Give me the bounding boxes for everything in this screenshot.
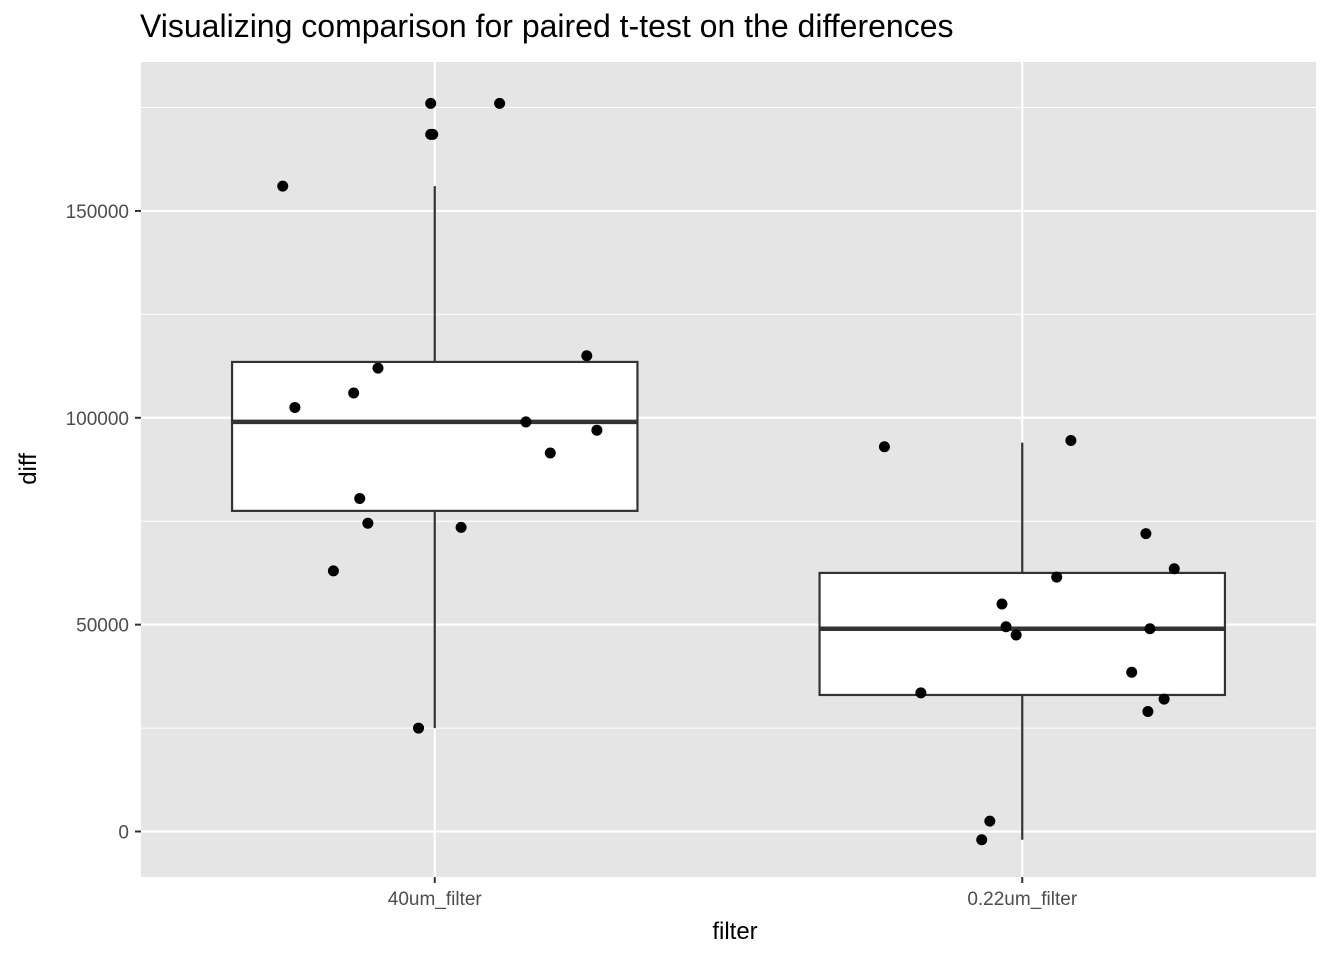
data-point — [425, 97, 437, 109]
data-point — [277, 180, 289, 192]
data-point — [1158, 693, 1170, 705]
data-point — [327, 565, 339, 577]
data-point — [1051, 571, 1063, 583]
data-point — [1000, 621, 1012, 633]
data-point — [984, 815, 996, 827]
data-point — [996, 598, 1008, 610]
data-point — [976, 834, 988, 846]
x-tick-label: 40um_filter — [388, 889, 483, 910]
data-point — [1142, 706, 1154, 718]
data-point — [413, 722, 425, 734]
data-point — [425, 128, 437, 140]
box-iqr — [230, 360, 639, 512]
data-point — [915, 687, 927, 699]
box-iqr — [818, 571, 1227, 697]
y-tick-label: 0 — [118, 822, 129, 843]
data-point — [1168, 563, 1180, 575]
data-point — [878, 441, 890, 453]
data-point — [455, 521, 467, 533]
data-point — [581, 350, 593, 362]
data-point — [1144, 623, 1156, 635]
data-point — [494, 97, 506, 109]
data-point — [1065, 435, 1077, 447]
y-tick-label: 50000 — [76, 616, 129, 637]
data-point — [1126, 666, 1138, 678]
x-axis-title: filter — [712, 918, 757, 945]
data-points — [277, 97, 1180, 846]
data-point — [354, 492, 366, 504]
boxes — [230, 186, 1227, 840]
data-point — [520, 416, 532, 428]
data-point — [1010, 629, 1022, 641]
data-point — [544, 447, 556, 459]
chart-title: Visualizing comparison for paired t-test… — [140, 8, 954, 44]
y-tick-label: 100000 — [66, 409, 129, 430]
data-point — [591, 424, 603, 436]
data-point — [348, 387, 360, 399]
y-axis-title: diff — [15, 453, 42, 485]
data-point — [1140, 528, 1152, 540]
data-point — [372, 362, 384, 374]
data-point — [289, 401, 301, 413]
axes: 0 50000 100000 150000 40um_filter 0.22um_filt… — [66, 202, 1078, 910]
x-tick-label: 0.22um_filter — [967, 889, 1078, 910]
data-point — [362, 517, 374, 529]
y-tick-label: 150000 — [66, 202, 129, 223]
